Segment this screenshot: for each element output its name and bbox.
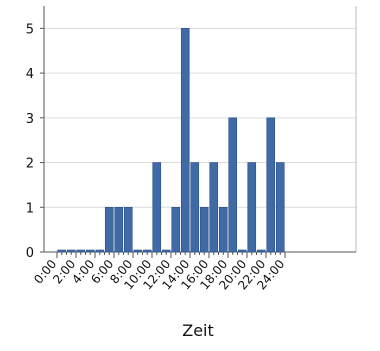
bar-15-00 <box>199 206 209 253</box>
bar-5-00 <box>104 206 114 253</box>
bar-8-00 <box>133 249 143 253</box>
y-tick-label: 0 <box>26 246 34 261</box>
bar-3-00 <box>85 249 95 253</box>
y-tick-label: 4 <box>26 67 34 82</box>
bar-21-00 <box>256 249 266 253</box>
y-tick-label: 5 <box>26 22 34 37</box>
bar-2-00 <box>76 249 86 253</box>
x-axis-title: Zeit <box>182 321 214 340</box>
bar-16-00 <box>209 162 219 253</box>
y-tick-label: 1 <box>26 201 34 216</box>
bar-0-00 <box>57 249 67 253</box>
x-tick-labels: 0:002:004:006:008:0010:0012:0014:0016:00… <box>31 257 287 292</box>
bar-9-00 <box>142 249 152 253</box>
bars <box>57 28 285 253</box>
bar-1-00 <box>66 249 76 253</box>
bar-19-00 <box>237 249 247 253</box>
bar-14-00 <box>190 162 200 253</box>
bar-11-00 <box>161 249 171 253</box>
bar-23-00 <box>275 162 285 253</box>
bar-13-00 <box>180 28 190 253</box>
bar-7-00 <box>123 206 133 253</box>
y-tick-labels: 0 1 2 3 4 5 <box>26 22 34 261</box>
bar-17-00 <box>218 206 228 253</box>
bar-20-00 <box>247 162 257 253</box>
bar-12-00 <box>171 206 181 253</box>
y-tick-label: 3 <box>26 112 34 127</box>
bar-18-00 <box>228 117 238 253</box>
bar-4-00 <box>95 249 105 253</box>
bar-6-00 <box>114 206 124 253</box>
y-tick-label: 2 <box>26 157 34 172</box>
bar-10-00 <box>152 162 162 253</box>
bar-22-00 <box>266 117 276 253</box>
